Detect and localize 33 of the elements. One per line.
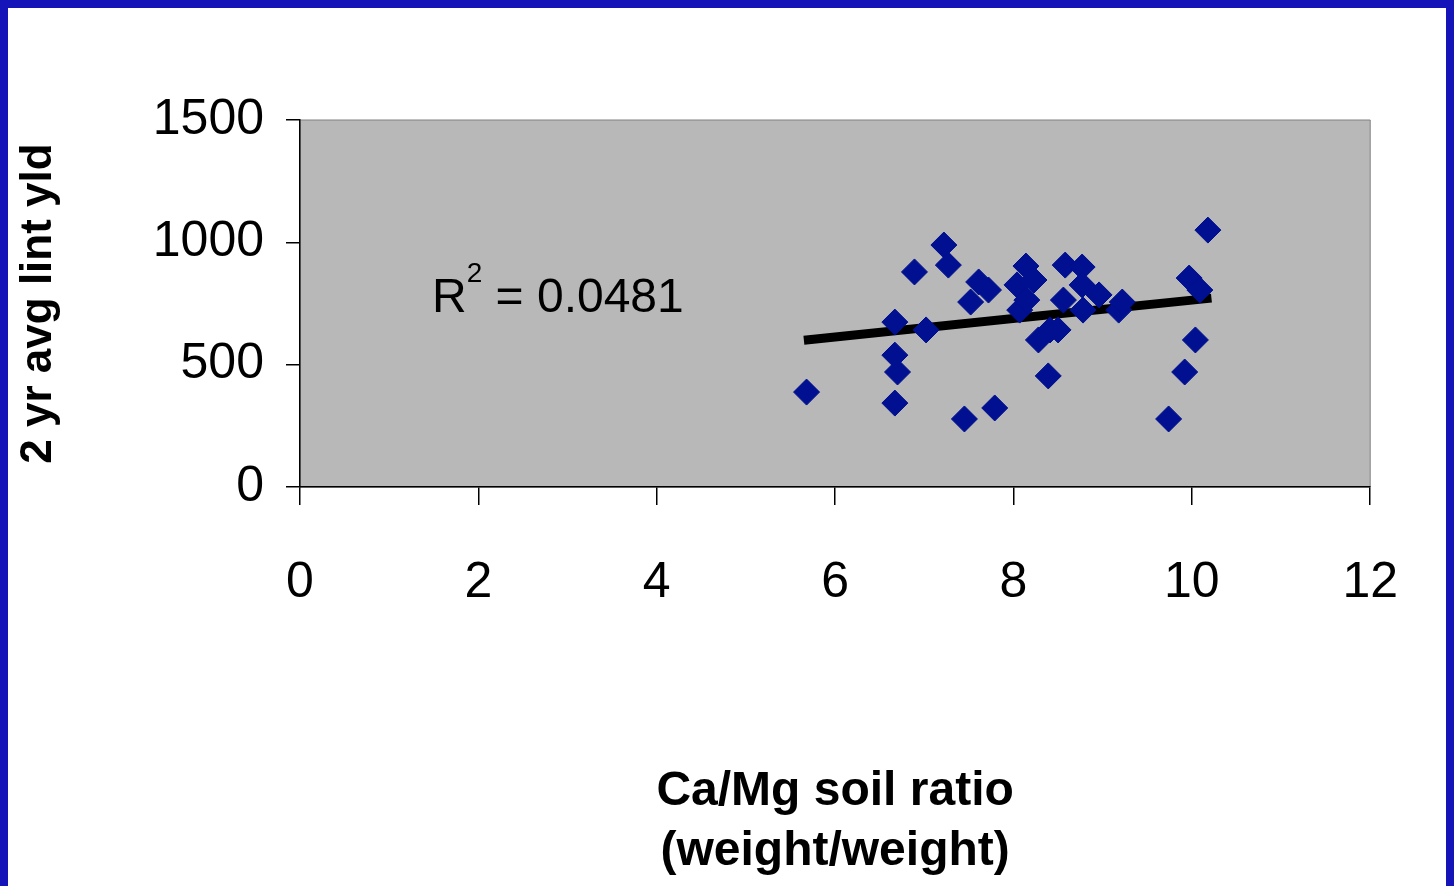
y-tick-label: 1000 — [152, 211, 264, 268]
point — [881, 389, 909, 417]
point — [1194, 216, 1222, 244]
point — [930, 231, 958, 259]
x-tick-label: 10 — [1164, 551, 1220, 608]
point — [1049, 286, 1077, 314]
point — [900, 258, 928, 286]
x-axis-title: Ca/Mg soil ratio (weight/weight) — [656, 762, 1014, 876]
point — [1069, 296, 1097, 324]
y-tick-label: 1500 — [152, 88, 264, 145]
point — [793, 378, 821, 406]
point — [981, 394, 1009, 422]
point — [1155, 405, 1183, 433]
y-axis-title: 2 yr avg lint yld — [10, 143, 60, 464]
x-tick-label: 6 — [821, 551, 849, 608]
point — [1085, 281, 1113, 309]
x-tick-label: 4 — [642, 551, 671, 608]
x-tick-label: 12 — [1342, 551, 1398, 608]
point — [1034, 362, 1062, 390]
x-tick-label: 2 — [464, 551, 493, 608]
point — [1186, 276, 1214, 304]
y-tick-label: 0 — [236, 455, 264, 512]
point — [881, 308, 909, 336]
point — [912, 316, 940, 344]
x-tick-label: 0 — [286, 551, 314, 608]
x-tick-label: 8 — [999, 551, 1028, 608]
point — [1020, 266, 1048, 294]
point — [1181, 326, 1209, 354]
point — [957, 288, 985, 316]
point — [950, 405, 978, 433]
point — [1171, 358, 1199, 386]
point — [934, 251, 962, 279]
y-tick-label: 500 — [180, 333, 264, 390]
